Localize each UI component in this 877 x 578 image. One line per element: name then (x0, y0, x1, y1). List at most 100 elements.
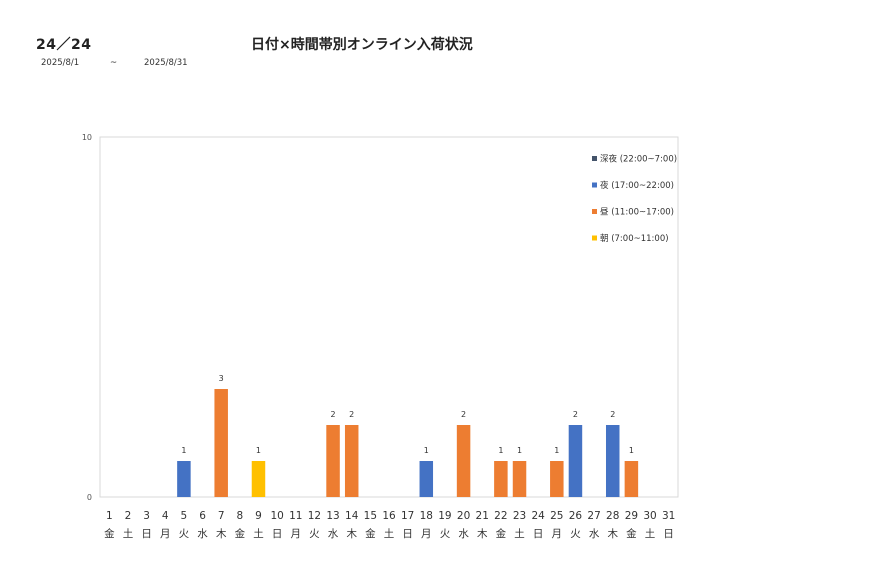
x-tick-day: 13 (326, 510, 339, 522)
x-tick-weekday: 月 (421, 528, 432, 540)
legend-swatch (592, 209, 597, 214)
page-title: 日付×時間帯別オンライン入荷状況 (251, 37, 473, 53)
x-tick-weekday: 日 (272, 528, 283, 540)
x-tick-weekday: 木 (216, 528, 227, 540)
x-tick-day: 31 (662, 510, 675, 522)
x-tick-weekday: 金 (235, 527, 246, 540)
y-axis: 0 10 (82, 133, 92, 502)
bar (214, 389, 228, 497)
legend-label: 深夜 (22:00~7:00) (600, 154, 677, 165)
x-axis: 1金2土3日4月5火6水7木8金9土10日11月12火13水14木15金16土1… (104, 510, 675, 540)
x-tick-weekday: 金 (104, 527, 115, 540)
x-tick-weekday: 土 (123, 527, 134, 540)
bar (494, 461, 508, 497)
x-tick-weekday: 木 (346, 528, 357, 540)
data-label: 3 (219, 374, 224, 383)
bar (512, 461, 527, 497)
y-tick-label: 10 (82, 133, 92, 142)
x-tick-day: 1 (106, 510, 113, 522)
data-label: 1 (498, 446, 503, 455)
x-tick-weekday: 日 (663, 528, 674, 540)
x-tick-weekday: 日 (402, 528, 413, 540)
bar (344, 425, 359, 497)
x-tick-day: 6 (199, 510, 206, 522)
x-tick-day: 25 (550, 510, 563, 522)
x-tick-weekday: 水 (589, 528, 600, 540)
x-tick-weekday: 木 (607, 528, 618, 540)
x-tick-day: 15 (364, 510, 377, 522)
x-tick-day: 26 (569, 510, 583, 522)
x-tick-day: 2 (125, 510, 132, 522)
data-label: 1 (424, 446, 429, 455)
x-tick-day: 10 (270, 510, 283, 522)
x-tick-day: 17 (401, 510, 414, 522)
data-label: 2 (573, 410, 578, 419)
x-tick-weekday: 金 (365, 527, 376, 540)
x-tick-weekday: 火 (309, 528, 320, 540)
date-to: 2025/8/31 (144, 58, 188, 68)
x-tick-day: 27 (587, 510, 600, 522)
x-tick-weekday: 金 (496, 527, 507, 540)
bar (605, 425, 620, 497)
data-label: 2 (331, 410, 336, 419)
legend-label: 朝 (7:00~11:00) (600, 234, 669, 244)
x-tick-day: 22 (494, 510, 507, 522)
x-tick-day: 18 (420, 510, 433, 522)
x-tick-weekday: 土 (384, 527, 395, 540)
x-tick-weekday: 日 (533, 528, 544, 540)
data-labels-group: 1 3 1 2 2 1 2 1 1 1 2 2 1 (181, 374, 634, 455)
x-tick-weekday: 月 (160, 528, 171, 540)
x-tick-day: 23 (513, 510, 526, 522)
data-label: 1 (554, 446, 559, 455)
x-tick-day: 20 (457, 510, 470, 522)
x-tick-day: 16 (382, 510, 396, 522)
legend-swatch (592, 235, 597, 241)
x-tick-day: 11 (289, 510, 302, 522)
x-tick-weekday: 火 (440, 528, 451, 540)
data-label: 1 (517, 446, 522, 455)
data-label: 1 (181, 446, 186, 455)
legend-swatch (592, 182, 597, 188)
bar (456, 425, 471, 497)
bars-group (177, 389, 639, 497)
x-tick-day: 24 (531, 510, 545, 522)
legend-label: 昼 (11:00~17:00) (600, 208, 674, 218)
bar (251, 461, 266, 497)
x-tick-day: 3 (143, 510, 150, 522)
x-tick-day: 5 (181, 510, 188, 522)
bar (419, 461, 434, 497)
x-tick-day: 19 (438, 510, 451, 522)
x-tick-day: 8 (236, 510, 243, 522)
x-tick-day: 28 (606, 510, 619, 522)
x-tick-weekday: 月 (552, 528, 563, 540)
x-tick-day: 12 (308, 510, 321, 522)
data-label: 2 (461, 410, 466, 419)
x-tick-weekday: 土 (514, 527, 525, 540)
x-tick-day: 7 (218, 510, 225, 522)
data-label: 2 (349, 410, 354, 419)
page-count: 24／24 (36, 37, 92, 53)
bar (177, 461, 191, 497)
x-tick-day: 30 (643, 510, 656, 522)
x-tick-weekday: 水 (458, 528, 469, 540)
bar (624, 461, 639, 497)
x-tick-day: 21 (476, 510, 489, 522)
x-tick-weekday: 土 (645, 527, 656, 540)
data-label: 2 (610, 410, 615, 419)
x-tick-weekday: 火 (570, 528, 581, 540)
x-tick-weekday: 水 (197, 528, 208, 540)
x-tick-day: 14 (345, 510, 359, 522)
x-tick-weekday: 土 (253, 527, 264, 540)
data-label: 1 (256, 446, 261, 455)
plot-area (99, 136, 679, 498)
x-tick-day: 4 (162, 510, 169, 522)
data-label: 1 (629, 446, 634, 455)
legend: 深夜 (22:00~7:00) 夜 (17:00~22:00) 昼 (11:00~1… (592, 154, 677, 244)
x-tick-day: 29 (625, 510, 638, 522)
legend-label: 夜 (17:00~22:00) (600, 180, 674, 191)
x-tick-weekday: 金 (626, 527, 637, 540)
bar (568, 425, 583, 497)
x-tick-weekday: 水 (328, 528, 339, 540)
date-separator: ~ (110, 58, 118, 68)
